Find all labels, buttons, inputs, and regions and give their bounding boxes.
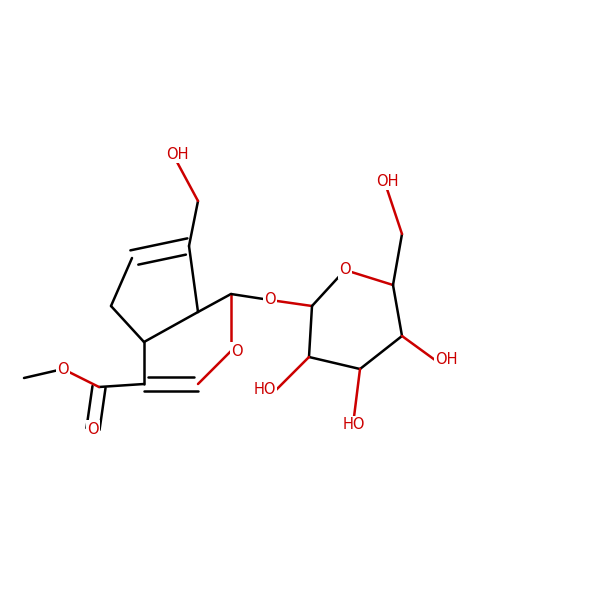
Text: O: O — [87, 421, 99, 437]
Text: HO: HO — [254, 383, 276, 397]
Text: O: O — [57, 361, 69, 377]
Text: HO: HO — [343, 417, 365, 432]
Text: O: O — [231, 343, 242, 358]
Text: OH: OH — [435, 352, 458, 367]
Text: OH: OH — [376, 174, 398, 189]
Text: OH: OH — [166, 147, 188, 162]
Text: O: O — [264, 292, 276, 307]
Text: O: O — [339, 263, 351, 277]
